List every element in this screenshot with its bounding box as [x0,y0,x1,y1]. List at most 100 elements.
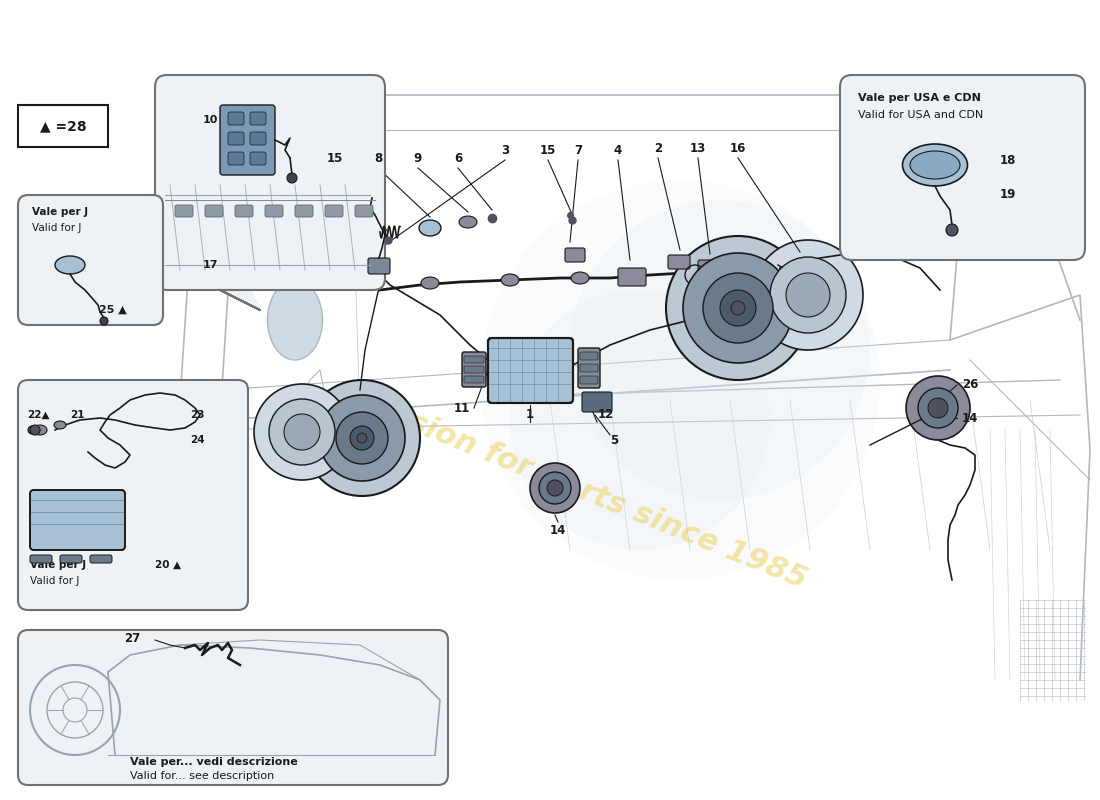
Text: 1: 1 [526,409,535,422]
Circle shape [480,180,880,580]
FancyBboxPatch shape [295,205,313,217]
Circle shape [666,236,810,380]
FancyBboxPatch shape [30,555,52,563]
FancyBboxPatch shape [578,348,600,388]
Text: 24: 24 [190,435,205,445]
Circle shape [786,273,830,317]
Text: 10: 10 [202,115,218,125]
Text: Valid for J: Valid for J [30,576,79,586]
Text: 22▲: 22▲ [28,410,50,420]
FancyBboxPatch shape [565,248,585,262]
FancyBboxPatch shape [580,364,598,372]
FancyBboxPatch shape [618,268,646,286]
Circle shape [304,380,420,496]
Circle shape [770,257,846,333]
Ellipse shape [33,425,47,435]
Ellipse shape [910,151,960,179]
Text: 11: 11 [453,402,470,414]
Text: 14: 14 [550,523,566,537]
Circle shape [570,200,870,500]
Text: 15: 15 [327,151,343,165]
Circle shape [358,433,367,443]
Circle shape [906,376,970,440]
Circle shape [946,224,958,236]
Text: 6: 6 [454,151,462,165]
Text: 19: 19 [1000,189,1016,202]
Circle shape [928,398,948,418]
Text: 20 ▲: 20 ▲ [155,560,182,570]
Text: ▲ =28: ▲ =28 [40,119,86,133]
Circle shape [30,425,40,435]
Ellipse shape [421,277,439,289]
FancyBboxPatch shape [30,490,125,550]
Text: 9: 9 [414,151,422,165]
Ellipse shape [55,256,85,274]
Text: 3: 3 [500,143,509,157]
FancyBboxPatch shape [464,366,484,373]
FancyBboxPatch shape [228,112,244,125]
Circle shape [720,290,756,326]
Text: 4: 4 [614,143,623,157]
Circle shape [918,388,958,428]
FancyBboxPatch shape [250,152,266,165]
FancyBboxPatch shape [324,205,343,217]
Text: 18: 18 [1000,154,1016,166]
FancyBboxPatch shape [18,380,248,610]
Circle shape [270,399,336,465]
Circle shape [319,395,405,481]
FancyBboxPatch shape [155,75,385,290]
FancyBboxPatch shape [840,75,1085,260]
Text: 7: 7 [574,143,582,157]
FancyBboxPatch shape [235,205,253,217]
FancyBboxPatch shape [368,258,390,274]
Circle shape [732,301,745,315]
Text: Vale per J: Vale per J [30,560,86,570]
Text: 17: 17 [202,260,218,270]
Text: 16: 16 [729,142,746,154]
Circle shape [350,426,374,450]
FancyBboxPatch shape [205,205,223,217]
FancyBboxPatch shape [228,152,244,165]
FancyBboxPatch shape [462,352,486,387]
Ellipse shape [571,272,588,284]
FancyBboxPatch shape [265,205,283,217]
Circle shape [287,173,297,183]
Text: 2: 2 [653,142,662,154]
FancyBboxPatch shape [580,376,598,384]
Ellipse shape [500,274,519,286]
FancyBboxPatch shape [18,195,163,325]
FancyBboxPatch shape [355,205,373,217]
Text: 21: 21 [70,410,85,420]
Text: Valid for J: Valid for J [32,223,81,233]
Text: Valid for... see description: Valid for... see description [130,771,274,781]
Circle shape [539,472,571,504]
Text: Vale per USA e CDN: Vale per USA e CDN [858,93,981,103]
FancyBboxPatch shape [668,255,690,269]
Text: Passion for parts since 1985: Passion for parts since 1985 [349,386,811,594]
Ellipse shape [54,421,66,429]
Polygon shape [220,290,260,310]
Text: Vale per... vedi descrizione: Vale per... vedi descrizione [130,757,298,767]
Text: 13: 13 [690,142,706,154]
FancyBboxPatch shape [698,260,722,276]
FancyBboxPatch shape [220,105,275,175]
Circle shape [547,480,563,496]
Text: Vale per J: Vale per J [32,207,88,217]
Text: 14: 14 [962,411,978,425]
Text: 12: 12 [598,409,614,422]
FancyBboxPatch shape [580,352,598,360]
FancyBboxPatch shape [488,338,573,403]
Text: 27: 27 [123,631,140,645]
FancyBboxPatch shape [582,392,612,412]
Text: 15: 15 [540,143,557,157]
Circle shape [703,273,773,343]
FancyBboxPatch shape [464,376,484,383]
FancyBboxPatch shape [228,132,244,145]
Circle shape [510,290,770,550]
FancyBboxPatch shape [250,112,266,125]
Text: 23: 23 [190,410,205,420]
FancyBboxPatch shape [90,555,112,563]
Text: 8: 8 [374,151,382,165]
Ellipse shape [267,280,322,360]
Circle shape [754,240,864,350]
